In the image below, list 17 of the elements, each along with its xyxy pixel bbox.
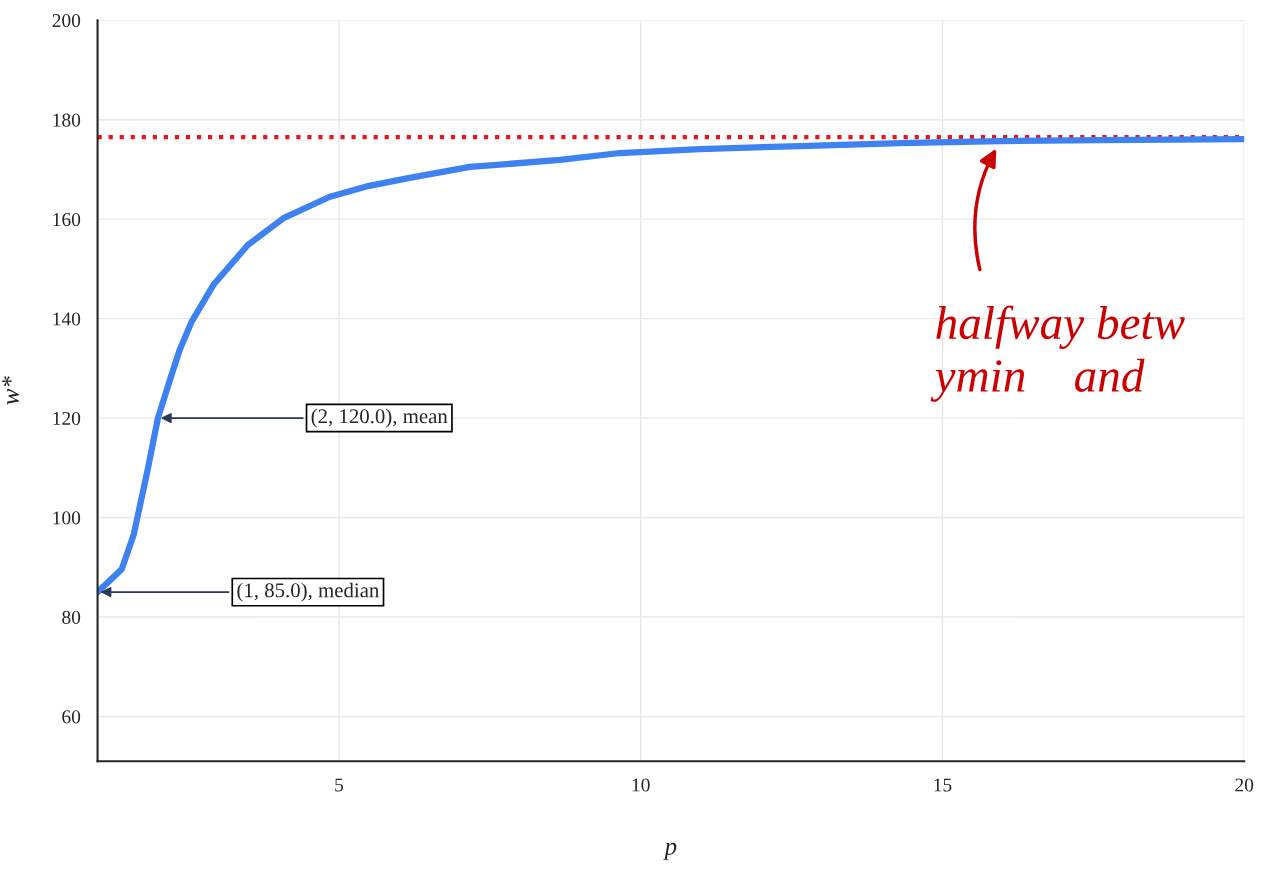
x-tick-label: 5 — [335, 778, 344, 792]
annotation: (2, 120.0), mean — [311, 408, 448, 428]
annotation: (1, 85.0), median — [237, 582, 380, 602]
y-tick-label: 100 — [53, 511, 81, 525]
x-tick-label: 20 — [1235, 778, 1254, 792]
x-tick-label: 10 — [632, 778, 650, 792]
y-tick-label: 60 — [62, 710, 81, 724]
annotation: halfway betw ymin and — [930, 305, 1185, 402]
y-axis-title: w* — [2, 376, 19, 405]
y-tick-label: 120 — [53, 411, 81, 426]
y-tick-label: 140 — [53, 312, 81, 326]
y-tick-label: 160 — [53, 212, 81, 227]
x-axis-title: p — [663, 842, 677, 860]
y-tick-label: 180 — [53, 113, 81, 127]
y-tick-label: 200 — [52, 14, 81, 28]
x-tick-label: 15 — [934, 778, 952, 792]
y-tick-label: 80 — [62, 610, 81, 624]
